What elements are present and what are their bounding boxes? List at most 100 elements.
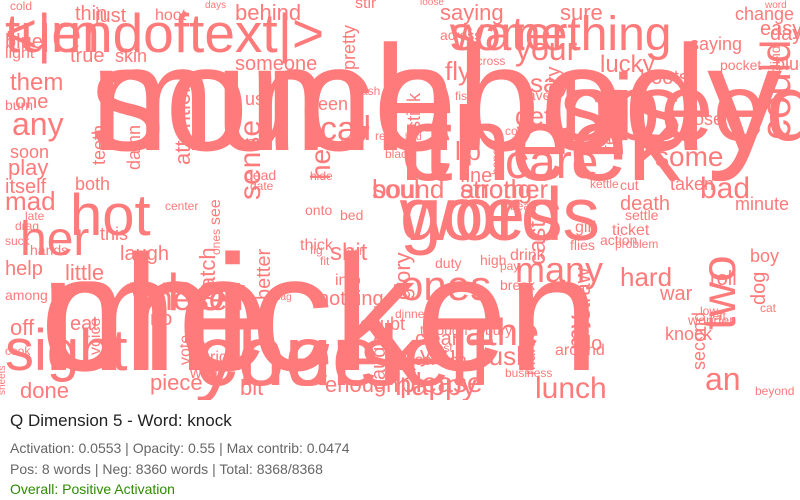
cloud-word: play xyxy=(8,155,48,180)
cloud-word: caught xyxy=(368,330,390,390)
cloud-word: dog xyxy=(748,272,770,305)
cloud-word: business xyxy=(505,366,552,380)
cloud-word: low xyxy=(700,304,718,318)
cloud-word: taken xyxy=(670,174,714,194)
cloud-word: soon xyxy=(10,142,49,162)
cloud-word: who xyxy=(129,264,225,322)
cloud-word: blue xyxy=(5,31,43,53)
cloud-word: scratch xyxy=(415,352,467,369)
cloud-word: soul xyxy=(372,174,420,204)
cloud-word: hope xyxy=(489,148,503,175)
cloud-word: care xyxy=(505,136,598,189)
cloud-word: hoots xyxy=(640,67,689,89)
cloud-word: pocket xyxy=(720,57,761,73)
cloud-word: second xyxy=(689,312,709,370)
cloud-word: bound xyxy=(372,174,444,204)
cloud-word: cat xyxy=(760,301,777,315)
cloud-word: saying xyxy=(690,34,742,54)
cloud-word: fit xyxy=(320,254,330,268)
cloud-word: sheets xyxy=(0,366,8,395)
cloud-word: any xyxy=(12,106,64,142)
cloud-word: lip xyxy=(455,136,481,166)
cloud-word: get xyxy=(515,101,552,131)
overall-activation-label: Overall: Positive Activation xyxy=(10,481,175,497)
cloud-word: speed xyxy=(560,55,800,161)
cloud-word: easy xyxy=(760,18,800,40)
dimension-title: Q Dimension 5 - Word: knock xyxy=(10,411,232,430)
cloud-word: break xyxy=(500,277,536,293)
cloud-word: black xyxy=(385,147,414,161)
cloud-word: through xyxy=(420,322,467,338)
cloud-word: action xyxy=(600,232,637,248)
cloud-word: flies xyxy=(570,237,595,253)
cloud-word: little xyxy=(65,260,104,285)
cloud-word: hard xyxy=(620,262,672,292)
cloud-word: high xyxy=(480,252,506,268)
cloud-word: left xyxy=(710,309,727,323)
word-cloud: much me his yourself words <|endoftext|> somet… xyxy=(0,0,800,400)
cloud-word: around xyxy=(555,342,605,359)
cloud-word: best xyxy=(430,341,453,355)
cloud-word: no xyxy=(150,308,172,330)
cloud-word: true xyxy=(70,45,104,67)
cloud-word: see xyxy=(207,199,224,225)
cloud-word: an xyxy=(705,361,741,397)
cloud-word: fly xyxy=(445,56,471,86)
cloud-word: behind xyxy=(235,0,301,25)
cloud-word: roll xyxy=(710,268,737,290)
cloud-word: blue xyxy=(775,54,800,74)
cloud-word: eat xyxy=(70,313,98,335)
cloud-word: teeth xyxy=(89,125,109,165)
cloud-word: my xyxy=(561,315,591,350)
cloud-word: hands xyxy=(30,242,68,258)
word-counts: Pos: 8 words | Neg: 8360 words | Total: … xyxy=(10,461,323,477)
cloud-word: saying xyxy=(440,0,504,25)
cloud-word: laugh xyxy=(120,243,169,265)
cloud-word: you xyxy=(420,342,455,367)
cloud-word: date xyxy=(250,179,274,193)
cloud-word: could xyxy=(752,40,799,140)
cloud-word: something xyxy=(450,8,671,61)
cloud-word: war xyxy=(659,283,693,305)
cloud-word: dead xyxy=(245,167,276,183)
cloud-word: enough xyxy=(325,372,398,397)
cloud-word: call xyxy=(320,110,371,148)
cloud-word: this xyxy=(100,224,128,244)
cloud-word: shit xyxy=(330,239,368,266)
cloud-word: nothing xyxy=(318,288,384,310)
cloud-word: bed xyxy=(340,207,363,223)
cloud-word: damn xyxy=(124,125,144,170)
cloud-word: beyond xyxy=(755,384,794,398)
cloud-word: days xyxy=(205,0,226,11)
cloud-word: cop xyxy=(505,124,525,138)
cloud-word: skin xyxy=(115,46,147,66)
cloud-word: problem xyxy=(615,237,658,251)
cloud-word: under xyxy=(52,313,69,355)
cloud-word: fig xyxy=(310,243,323,257)
cloud-word: have xyxy=(520,87,551,103)
cloud-word: cut xyxy=(620,177,639,193)
cloud-word: among xyxy=(5,287,48,303)
cloud-word: loose xyxy=(420,0,444,8)
cloud-word: into xyxy=(335,272,361,289)
cloud-word: fine xyxy=(460,165,492,187)
cloud-word: center xyxy=(165,199,198,213)
cloud-word: oneself xyxy=(135,280,245,318)
cloud-word: hot xyxy=(70,183,151,248)
cloud-word: both xyxy=(75,174,110,194)
cloud-word: blind xyxy=(767,45,783,75)
cloud-word: wonder xyxy=(687,312,734,328)
cloud-word: kettle xyxy=(590,177,619,191)
cloud-word: drink xyxy=(510,247,546,264)
cloud-word: burn xyxy=(5,97,33,113)
cloud-word: been xyxy=(308,94,348,114)
cloud-word: say xyxy=(530,68,570,98)
cloud-word: sense xyxy=(234,120,267,200)
cloud-word: strong xyxy=(460,174,532,204)
cloud-word: her xyxy=(20,213,89,266)
cloud-word: happy xyxy=(395,369,477,400)
cloud-word: chicken xyxy=(40,221,599,400)
cloud-word: bag xyxy=(275,292,292,303)
cloud-word: suck xyxy=(5,234,31,248)
cloud-word: much xyxy=(90,14,457,182)
